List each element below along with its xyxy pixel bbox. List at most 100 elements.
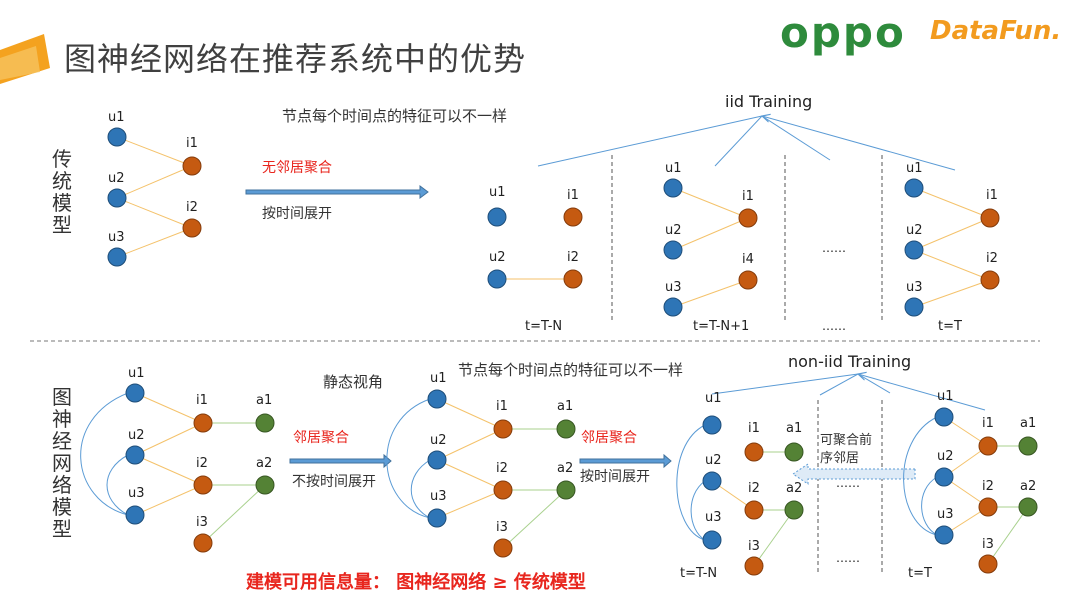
bottom-caption: 节点每个时间点的特征可以不一样: [458, 361, 683, 379]
user-user-edge: [410, 459, 431, 519]
dashed-block-arrow: [792, 463, 916, 485]
node-label: u3: [430, 489, 447, 504]
time-label: t=T: [938, 319, 962, 334]
arrow-top-text: 无邻居聚合: [262, 160, 332, 176]
edge: [913, 187, 991, 219]
page-title: 图神经网络在推荐系统中的优势: [64, 40, 527, 78]
gnn-snapshot-t: u1 u2 u3 i1 a1 i2 a2 i3 t=T: [903, 389, 1038, 581]
item-node: [744, 500, 764, 520]
user-node: [934, 467, 954, 487]
node-label: a1: [1020, 416, 1036, 431]
user-node: [487, 207, 507, 227]
snapshot-t-n-plus-1: u1 u2 u3 i1 i4 t=T-N+1: [663, 161, 758, 334]
iid-training-label: iid Training: [725, 92, 812, 111]
user-node: [107, 127, 127, 147]
node-label: i3: [496, 520, 508, 535]
item-node: [978, 436, 998, 456]
item-node: [182, 218, 202, 238]
user-node: [125, 505, 145, 525]
node-label: i1: [196, 393, 208, 408]
item-node: [182, 156, 202, 176]
node-label: u2: [665, 223, 682, 238]
node-label: i1: [748, 421, 760, 436]
user-node: [663, 240, 683, 260]
node-label: u2: [705, 453, 722, 468]
user-user-edge: [386, 398, 431, 519]
time-label: t=T: [908, 566, 932, 581]
node-label: u2: [906, 223, 923, 238]
item-node: [563, 269, 583, 289]
aggregate-text-line2: 序邻居: [820, 451, 859, 466]
item-node: [744, 442, 764, 462]
node-label: i2: [186, 200, 198, 215]
item-node: [493, 419, 513, 439]
edge: [502, 489, 567, 549]
user-user-edge: [80, 392, 129, 516]
gnn-static-graph: u1 u2 u3 i1 i2 i3 a1 a2: [80, 366, 275, 553]
node-label: u3: [108, 230, 125, 245]
attribute-node: [1018, 497, 1038, 517]
arrow-top-text: 邻居聚合: [581, 430, 637, 446]
item-node: [738, 208, 758, 228]
edge: [913, 217, 991, 251]
user-node: [904, 178, 924, 198]
node-label: u2: [489, 250, 506, 265]
node-label: u3: [705, 510, 722, 525]
node-label: a1: [786, 421, 802, 436]
aggregate-static-arrow: 邻居聚合 不按时间展开: [289, 430, 392, 490]
node-label: i1: [567, 188, 579, 203]
user-node: [125, 383, 145, 403]
user-node: [702, 530, 722, 550]
user-user-edge: [676, 424, 706, 541]
datafun-logo: DataFun.: [930, 16, 1062, 46]
edge: [913, 279, 991, 308]
item-node: [980, 208, 1000, 228]
item-node: [978, 554, 998, 574]
block-arrow: [289, 453, 392, 469]
edge: [134, 392, 204, 424]
user-user-edge: [921, 476, 938, 536]
user-node: [904, 240, 924, 260]
bottom-ellipsis: ……: [836, 551, 860, 565]
fan-line: [857, 373, 891, 394]
user-node: [702, 415, 722, 435]
edge: [134, 484, 204, 516]
node-label: i2: [748, 481, 760, 496]
snapshot-t-n: u1 i1 u2 i2 t=T-N: [487, 185, 583, 334]
node-label: a1: [256, 393, 272, 408]
user-user-edge: [106, 454, 129, 516]
time-label: t=T-N+1: [693, 319, 749, 334]
fan-line: [819, 373, 859, 396]
node-label: u3: [665, 280, 682, 295]
user-node: [487, 269, 507, 289]
item-node: [563, 207, 583, 227]
attribute-node: [784, 500, 804, 520]
arrow-bottom-text: 按时间展开: [262, 206, 332, 222]
node-label: u3: [128, 486, 145, 501]
node-label: u1: [108, 110, 125, 125]
edge: [672, 279, 749, 308]
non-iid-fan-lines: [711, 373, 986, 411]
edge: [753, 509, 795, 567]
edge: [672, 217, 749, 251]
iid-fan-lines: [537, 115, 956, 171]
node-label: u2: [108, 171, 125, 186]
node-label: u2: [128, 428, 145, 443]
attribute-node: [784, 442, 804, 462]
gnn-snapshot-t-n: u1 u2 u3 i1 a1 i2 a2 i3 t=T-N: [676, 391, 804, 581]
node-label: a2: [557, 461, 573, 476]
attribute-node: [556, 480, 576, 500]
node-label: a2: [786, 481, 802, 496]
edge: [116, 227, 193, 258]
edge: [116, 136, 193, 167]
fan-line: [714, 115, 763, 167]
block-arrow: [245, 185, 429, 199]
user-node: [934, 525, 954, 545]
edge: [987, 506, 1029, 565]
user-node: [427, 508, 447, 528]
node-label: a2: [1020, 479, 1036, 494]
aggregate-text-line1: 可聚合前: [820, 432, 872, 448]
node-label: i2: [982, 479, 994, 494]
node-label: i1: [742, 189, 754, 204]
